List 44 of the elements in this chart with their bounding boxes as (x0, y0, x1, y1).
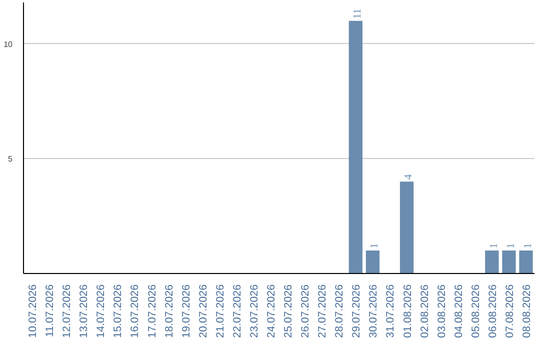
x-tick-label: 10.07.2026 (27, 284, 40, 338)
x-tick-label: 12.07.2026 (61, 284, 74, 338)
x-tick-label: 26.07.2026 (300, 284, 312, 338)
data-label: 4 (404, 174, 415, 180)
x-tick-label: 08.08.2026 (520, 284, 533, 338)
x-tick-label: 18.07.2026 (163, 284, 176, 338)
x-tick-label: 05.08.2026 (470, 284, 482, 338)
data-label: 1 (506, 243, 517, 249)
x-tick-label: 16.07.2026 (129, 284, 142, 338)
x-tick-label: 27.07.2026 (316, 284, 329, 338)
bar (519, 250, 533, 274)
x-tick-label: 07.08.2026 (504, 284, 516, 338)
x-tick-label: 14.07.2026 (95, 284, 108, 338)
x-tick-label: 25.07.2026 (282, 284, 295, 338)
x-tick-label: 19.07.2026 (180, 284, 192, 338)
x-tick-label: 22.07.2026 (231, 284, 244, 338)
x-tick-label: 23.07.2026 (248, 284, 260, 338)
x-tick-label: 06.08.2026 (486, 284, 499, 338)
bar (502, 250, 516, 274)
data-label: 1 (488, 243, 500, 249)
x-tick-label: 20.07.2026 (197, 284, 210, 338)
x-tick-label: 04.08.2026 (452, 284, 465, 338)
y-tick-label: 5 (8, 154, 14, 164)
x-tick-label: 01.08.2026 (402, 284, 414, 338)
x-tick-label: 24.07.2026 (265, 284, 278, 338)
bar (366, 250, 380, 274)
x-tick-label: 03.08.2026 (436, 284, 448, 338)
x-tick-label: 15.07.2026 (112, 284, 124, 338)
x-tick-label: 30.07.2026 (368, 284, 380, 338)
data-label: 1 (370, 243, 381, 249)
x-tick-label: 11.07.2026 (44, 284, 56, 338)
x-tick-label: 29.07.2026 (350, 284, 363, 338)
x-tick-label: 31.07.2026 (384, 284, 397, 338)
data-label: 11 (352, 8, 364, 19)
data-label: 1 (522, 243, 534, 249)
x-tick-label: 28.07.2026 (334, 284, 346, 338)
x-tick-label: 13.07.2026 (78, 284, 90, 338)
y-tick-label: 10 (4, 40, 14, 49)
x-tick-label: 21.07.2026 (214, 284, 226, 338)
x-tick-label: 17.07.2026 (146, 284, 158, 338)
x-tick-label: 02.08.2026 (418, 284, 431, 338)
bar (400, 182, 414, 274)
bar (348, 20, 362, 274)
bar (485, 250, 499, 274)
